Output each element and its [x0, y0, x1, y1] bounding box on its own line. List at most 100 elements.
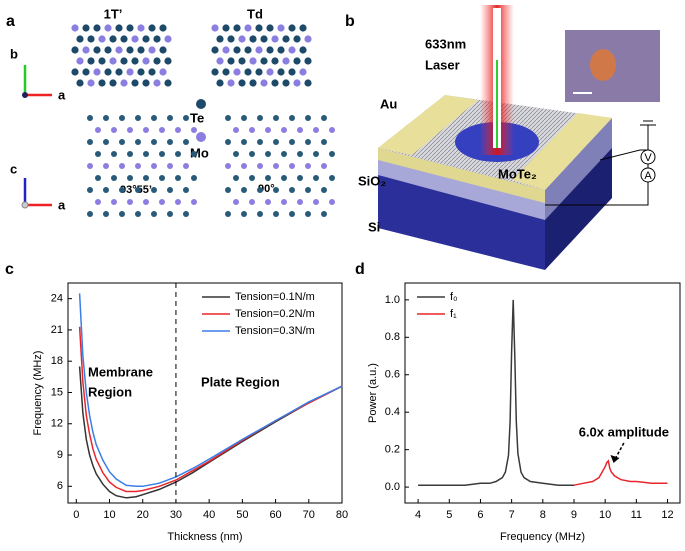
atom — [87, 115, 93, 121]
atom — [137, 24, 145, 32]
axis-origin — [21, 201, 29, 209]
atom — [119, 115, 125, 121]
atom — [257, 139, 263, 145]
au-pad — [378, 95, 478, 155]
atom — [109, 35, 117, 43]
atom — [297, 175, 303, 181]
atom — [273, 139, 279, 145]
atom — [266, 24, 274, 32]
atom — [233, 46, 241, 54]
atom — [135, 115, 141, 121]
meter-label: A — [644, 170, 652, 182]
x-tick-label: 7 — [509, 509, 515, 521]
atom — [183, 187, 189, 193]
atom — [183, 211, 189, 217]
atom — [103, 163, 109, 169]
atom — [216, 57, 224, 65]
atom — [175, 127, 181, 133]
atom — [289, 211, 295, 217]
region-label: Plate Region — [201, 374, 280, 389]
atom-legend — [196, 99, 206, 109]
atom — [281, 175, 287, 181]
panel-b: b V A 633nm Laser Au SiO₂ MoTe₂ Si — [345, 5, 660, 270]
atom — [167, 115, 173, 121]
atom — [244, 46, 252, 54]
atom — [159, 199, 165, 205]
atom — [233, 24, 241, 32]
x-tick-label: 8 — [540, 509, 546, 521]
atom — [131, 79, 139, 87]
legend-text: Tension=0.2N/m — [235, 308, 315, 320]
atom — [299, 68, 307, 76]
au-layer — [378, 148, 545, 203]
atom — [225, 115, 231, 121]
atom — [119, 139, 125, 145]
atom — [225, 211, 231, 217]
atom — [167, 139, 173, 145]
y-tick-label: 0.8 — [385, 331, 400, 343]
x-tick-label: 50 — [236, 509, 248, 521]
atom — [249, 35, 257, 43]
panel-letter: b — [345, 13, 355, 30]
atom — [299, 24, 307, 32]
laser-label: 633nm — [425, 36, 466, 51]
atom — [142, 79, 150, 87]
atom — [249, 151, 255, 157]
atom — [126, 46, 134, 54]
atom — [222, 24, 230, 32]
atom — [293, 35, 301, 43]
atom — [115, 46, 123, 54]
series-line — [78, 366, 343, 499]
atom — [135, 211, 141, 217]
atom — [271, 79, 279, 87]
atom — [271, 57, 279, 65]
atom — [126, 68, 134, 76]
atom — [76, 35, 84, 43]
atom — [266, 68, 274, 76]
atom — [104, 68, 112, 76]
atom — [142, 57, 150, 65]
atom — [257, 115, 263, 121]
atom — [127, 127, 133, 133]
atom — [151, 211, 157, 217]
axis-label: a — [58, 197, 66, 212]
atom — [76, 79, 84, 87]
atom — [148, 24, 156, 32]
y-tick-label: 24 — [51, 293, 63, 305]
y-axis-label: Power (a.u.) — [367, 363, 379, 423]
atom — [304, 57, 312, 65]
atom — [273, 163, 279, 169]
legend-text: f₁ — [450, 308, 457, 320]
atom — [167, 211, 173, 217]
atom — [93, 68, 101, 76]
atom — [289, 187, 295, 193]
axis-label: b — [10, 46, 18, 61]
x-tick-label: 20 — [137, 509, 149, 521]
atom — [281, 151, 287, 157]
atom — [111, 199, 117, 205]
atom — [120, 79, 128, 87]
layer-label: Si — [368, 219, 380, 234]
atom — [329, 199, 335, 205]
atom — [244, 24, 252, 32]
atom — [321, 211, 327, 217]
atom — [127, 151, 133, 157]
atom — [164, 57, 172, 65]
atom — [191, 199, 197, 205]
atom — [104, 24, 112, 32]
x-tick-label: 60 — [269, 509, 281, 521]
atom — [120, 57, 128, 65]
atom — [151, 163, 157, 169]
atom — [288, 24, 296, 32]
atom — [103, 115, 109, 121]
atom — [175, 175, 181, 181]
x-tick-label: 5 — [446, 509, 452, 521]
series-line — [78, 326, 343, 493]
atom — [282, 79, 290, 87]
x-tick-label: 30 — [170, 509, 182, 521]
atom — [98, 79, 106, 87]
atom — [95, 175, 101, 181]
atom — [241, 139, 247, 145]
atom — [225, 187, 231, 193]
panel-letter: d — [355, 261, 365, 278]
